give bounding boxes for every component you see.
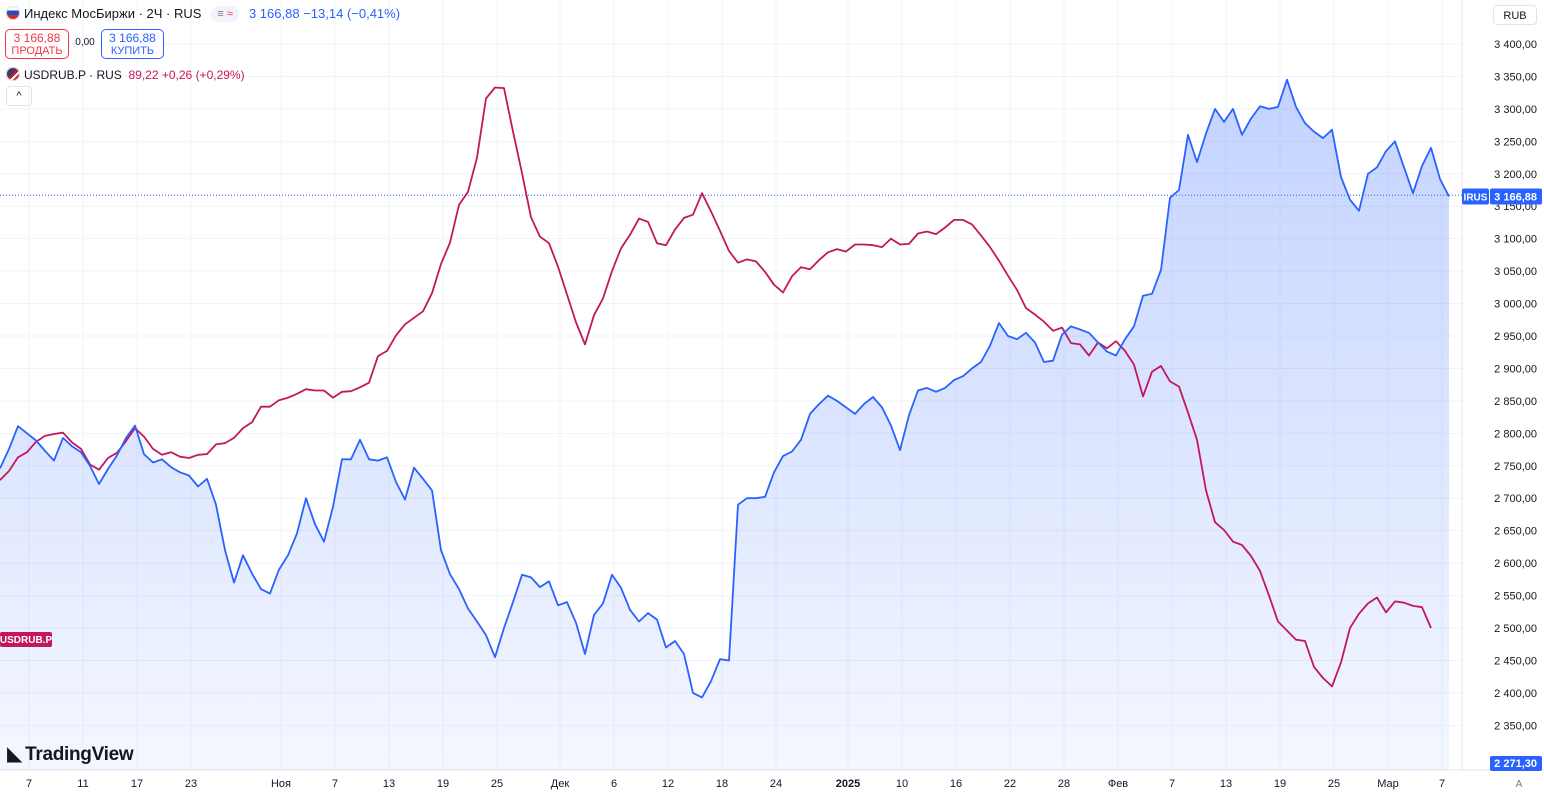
buy-button[interactable]: 3 166,88 КУПИТЬ — [101, 29, 164, 59]
x-tick-label: 7 — [1169, 778, 1175, 790]
x-tick-label: 6 — [611, 778, 617, 790]
logo-text: TradingView — [25, 744, 134, 765]
tradingview-mark-icon: ◣ — [7, 743, 23, 765]
y-tick-label: 3 250,00 — [1494, 136, 1537, 148]
x-tick-label: 2025 — [836, 778, 860, 790]
y-tick-label: 3 350,00 — [1494, 71, 1537, 83]
irus-name-badge — [1462, 188, 1489, 205]
irus-price-badge — [1490, 188, 1542, 205]
x-tick-label: 22 — [1004, 778, 1016, 790]
y-tick-label: 3 100,00 — [1494, 234, 1537, 246]
x-tick-label: Мар — [1377, 778, 1399, 790]
y-tick-label: 2 750,00 — [1494, 461, 1537, 473]
irus-area — [0, 79, 1449, 770]
time-axis[interactable]: 7 11 17 23 Ноя 7 13 19 25 Дек 6 12 18 24 2025 10 16 22 28 Ф… — [26, 778, 1445, 790]
spread-value: 0,00 — [75, 37, 95, 48]
buy-label: КУПИТЬ — [110, 45, 155, 57]
y-tick-label: 3 000,00 — [1494, 299, 1537, 311]
compare-symbol[interactable]: USDRUB.P · RUS — [24, 68, 122, 82]
x-tick-label: 25 — [1328, 778, 1340, 790]
currency-button[interactable]: RUB — [1493, 5, 1537, 25]
symbol-title[interactable]: Индекс МосБиржи · 2Ч · RUS — [24, 6, 202, 21]
x-tick-label: 13 — [1220, 778, 1232, 790]
last-price: 3 166,88 — [248, 6, 300, 21]
price-change-pct: (−0,41%) — [346, 6, 401, 21]
x-tick-label: 25 — [491, 778, 503, 790]
axis-low-badge-label: 2 271,30 — [1494, 758, 1537, 770]
usdrub-badge-label: USDRUB.P — [0, 635, 52, 646]
x-tick-label: 23 — [185, 778, 197, 790]
y-tick-label: 2 500,00 — [1494, 623, 1537, 635]
axis-low-badge — [1490, 756, 1542, 771]
tradingview-logo[interactable]: ◣ TradingView — [7, 741, 134, 766]
chart-legend-compare: USDRUB.P · RUS 89,22 +0,26 (+0,29%) — [6, 67, 245, 82]
y-tick-label: 2 350,00 — [1494, 720, 1537, 732]
chevron-up-icon[interactable]: ^ — [6, 86, 32, 106]
x-tick-label: Ноя — [271, 778, 291, 790]
usdrub-badge — [0, 632, 52, 647]
x-tick-label: 19 — [1274, 778, 1286, 790]
sell-label: ПРОДАТЬ — [11, 45, 63, 57]
price-axis[interactable]: 2 350,00 2 400,00 2 450,00 2 500,00 2 550,00… — [1494, 39, 1537, 732]
y-tick-label: 2 900,00 — [1494, 363, 1537, 375]
auto-scale-button[interactable]: A — [1515, 779, 1523, 790]
x-tick-label: 17 — [131, 778, 143, 790]
y-tick-label: 2 950,00 — [1494, 331, 1537, 343]
y-tick-label: 2 600,00 — [1494, 558, 1537, 570]
y-tick-label: 2 700,00 — [1494, 493, 1537, 505]
us-flag-icon — [6, 67, 20, 81]
x-tick-label: Дек — [551, 778, 570, 790]
x-tick-label: 11 — [77, 778, 88, 790]
x-tick-label: 19 — [437, 778, 449, 790]
chart-legend-main: Индекс МосБиржи · 2Ч · RUS ≡ ≈3 166,88 −1… — [6, 6, 400, 22]
y-tick-label: 3 400,00 — [1494, 39, 1537, 51]
price-change: −13,14 — [303, 6, 344, 21]
y-tick-label: 3 050,00 — [1494, 266, 1537, 278]
axis-badges: IRUS 3 166,88 USDRUB.P 2 271,30 — [0, 188, 1542, 771]
y-tick-label: 2 650,00 — [1494, 526, 1537, 538]
y-tick-label: 2 400,00 — [1494, 688, 1537, 700]
x-tick-label: 7 — [1439, 778, 1445, 790]
series-lines — [0, 78, 1450, 699]
sell-price: 3 166,88 — [13, 31, 61, 45]
x-tick-label: 7 — [26, 778, 32, 790]
x-tick-label: Фев — [1108, 778, 1128, 790]
y-tick-label: 2 550,00 — [1494, 591, 1537, 603]
indicator-toggle[interactable]: ≡ ≈ — [211, 6, 239, 22]
irus-area-fill — [0, 79, 1449, 770]
x-tick-label: 7 — [332, 778, 338, 790]
y-tick-label: 3 300,00 — [1494, 104, 1537, 116]
x-tick-label: 12 — [662, 778, 674, 790]
y-tick-label: 3 200,00 — [1494, 169, 1537, 181]
sell-button[interactable]: 3 166,88 ПРОДАТЬ — [5, 29, 69, 59]
compare-change-pct: (+0,29%) — [195, 68, 245, 82]
usdrub-line — [0, 86, 1432, 688]
x-tick-label: 16 — [950, 778, 962, 790]
pill-left-icon: ≡ — [217, 8, 224, 20]
buy-price: 3 166,88 — [109, 31, 156, 45]
irus-line — [0, 78, 1450, 699]
russia-flag-icon — [6, 6, 20, 20]
irus-name-badge-label: IRUS — [1464, 192, 1488, 203]
y-tick-label: 2 800,00 — [1494, 428, 1537, 440]
pill-right-icon: ≈ — [226, 8, 233, 20]
x-tick-label: 10 — [896, 778, 908, 790]
y-tick-label: 2 450,00 — [1494, 655, 1537, 667]
x-tick-label: 13 — [383, 778, 395, 790]
x-tick-label: 24 — [770, 778, 782, 790]
x-tick-label: 28 — [1058, 778, 1070, 790]
compare-change: +0,26 — [161, 68, 193, 82]
x-tick-label: 18 — [716, 778, 728, 790]
irus-price-badge-label: 3 166,88 — [1494, 191, 1537, 203]
compare-price: 89,22 — [128, 68, 159, 82]
y-tick-label: 2 850,00 — [1494, 396, 1537, 408]
